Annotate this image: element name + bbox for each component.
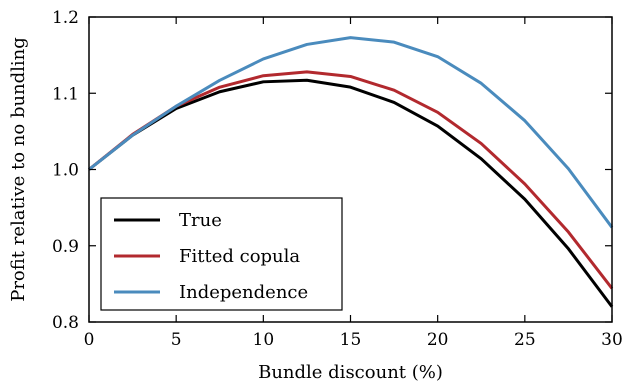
y-tick-label: 1.1 (52, 84, 79, 104)
x-tick-label: 20 (427, 330, 449, 350)
y-tick-label: 0.9 (52, 237, 79, 257)
legend-label-0: True (179, 210, 222, 231)
x-tick-label: 5 (171, 330, 182, 350)
x-tick-label: 0 (84, 330, 95, 350)
y-tick-label: 1.0 (52, 161, 79, 181)
x-tick-label: 25 (514, 330, 536, 350)
series-layer (88, 36, 614, 308)
legend-label-1: Fitted copula (179, 246, 300, 267)
x-tick-label: 15 (340, 330, 362, 350)
legend-label-2: Independence (179, 282, 308, 303)
legend: True Fitted copula Independence (100, 197, 343, 311)
y-tick-label: 1.2 (52, 8, 79, 28)
y-tick-label: 0.8 (52, 313, 79, 333)
ticks-layer: 0 5 10 15 20 25 30 0.8 0.9 1.0 1.1 1.2 (52, 8, 623, 350)
x-tick-label: 30 (601, 330, 623, 350)
x-tick-label: 10 (253, 330, 275, 350)
x-axis-label: Bundle discount (%) (258, 362, 443, 383)
y-axis-label: Profit relative to no bundling (8, 37, 29, 302)
series-line-0 (88, 78, 614, 308)
series-line-2 (88, 36, 614, 229)
